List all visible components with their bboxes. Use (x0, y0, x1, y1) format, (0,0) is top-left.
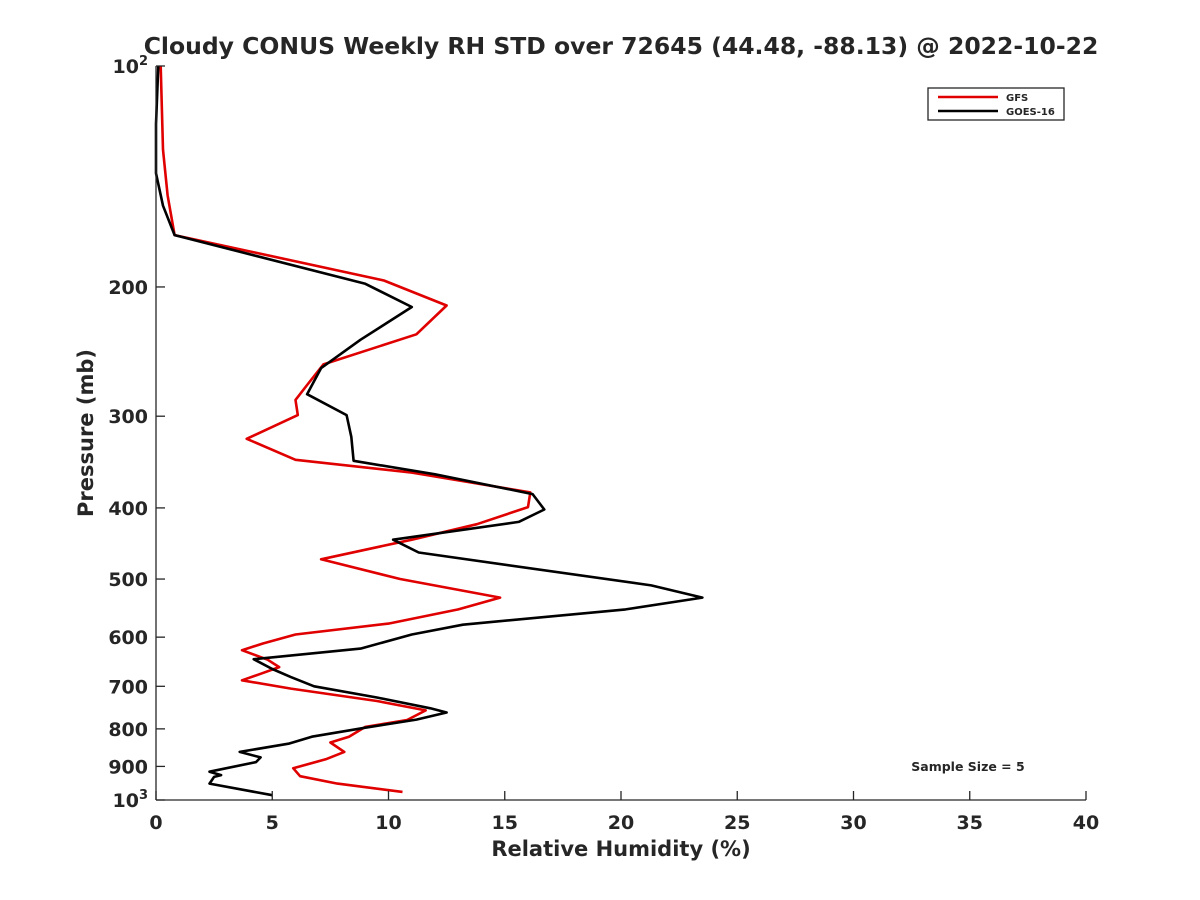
legend-label-goes-16: GOES-16 (1006, 107, 1055, 118)
x-tick-label: 0 (149, 812, 162, 834)
y-tick-label: 900 (108, 756, 148, 778)
x-tick-label: 20 (608, 812, 634, 834)
plot-lines (154, 65, 704, 797)
sample-size-annotation: Sample Size = 5 (911, 759, 1024, 774)
x-tick-label: 40 (1073, 812, 1099, 834)
y-tick-label: 102 (113, 54, 149, 78)
y-tick-label: 103 (113, 788, 149, 812)
legend: GFS GOES-16 (927, 87, 1065, 121)
y-tick-label: 600 (108, 627, 148, 649)
y-axis-label: Pressure (mb) (74, 349, 98, 517)
x-tick-label: 25 (724, 812, 750, 834)
y-tick-label: 300 (108, 406, 148, 428)
x-tick-label: 35 (957, 812, 983, 834)
series-line-gfs (159, 65, 532, 794)
x-tick-label: 15 (492, 812, 518, 834)
y-tick-label: 700 (108, 676, 148, 698)
y-tick-label: 500 (108, 569, 148, 591)
y-tick-label: 400 (108, 498, 148, 520)
series-line-goes-16 (154, 65, 704, 797)
x-ticks: 0 5 10 15 20 25 30 35 40 (149, 791, 1099, 834)
legend-label-gfs: GFS (1006, 93, 1028, 104)
x-tick-label: 5 (266, 812, 279, 834)
y-tick-label: 200 (108, 277, 148, 299)
legend-box (927, 87, 1065, 121)
x-axis-label: Relative Humidity (%) (491, 837, 750, 861)
x-tick-label: 10 (375, 812, 401, 834)
y-tick-label: 800 (108, 719, 148, 741)
y-ticks: 102 200 300 400 500 600 700 800 900 103 (108, 54, 165, 812)
chart-title: Cloudy CONUS Weekly RH STD over 72645 (4… (144, 32, 1099, 60)
x-tick-label: 30 (840, 812, 866, 834)
